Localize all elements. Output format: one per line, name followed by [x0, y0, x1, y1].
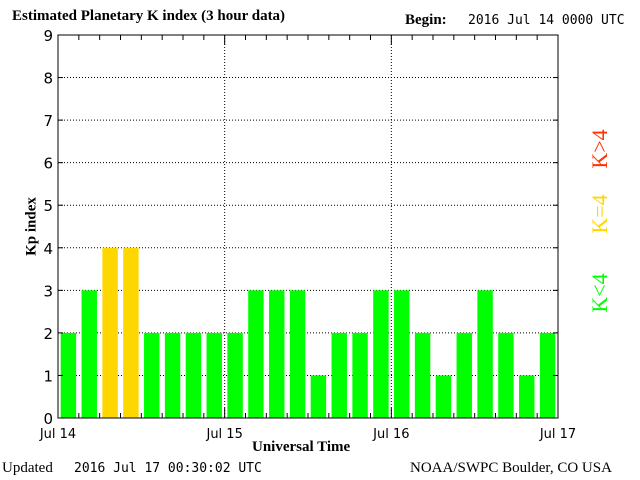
y-tick-label: 4	[43, 240, 53, 258]
y-axis-label: Kp index	[23, 197, 40, 256]
kp-bar	[435, 375, 452, 418]
legend-low: K<4	[587, 273, 612, 313]
y-tick-label: 3	[43, 282, 53, 300]
kp-bar	[519, 375, 535, 418]
y-tick-label: 5	[43, 197, 53, 215]
kp-bar	[164, 332, 181, 418]
kp-bar	[185, 332, 202, 418]
kp-bar	[394, 290, 410, 418]
kp-bar	[373, 290, 389, 418]
kp-bar	[539, 332, 556, 418]
kp-bar	[227, 332, 243, 418]
kp-bar	[477, 290, 493, 418]
x-axis-label: Universal Time	[252, 439, 351, 455]
kp-bar	[352, 332, 368, 418]
kp-bar	[60, 332, 77, 418]
y-tick-label: 9	[43, 27, 53, 45]
kp-bar	[102, 247, 118, 418]
y-tick-label: 7	[43, 112, 53, 130]
updated-label: Updated	[2, 460, 53, 476]
begin-value: 2016 Jul 14 0000 UTC	[468, 13, 625, 28]
kp-bar	[123, 247, 139, 418]
kp-bar	[310, 375, 327, 418]
kp-bar	[81, 290, 97, 418]
legend-mid: K=4	[587, 194, 612, 234]
kp-bar	[269, 290, 285, 418]
y-tick-label: 8	[43, 70, 53, 88]
x-tick-label: Jul 16	[372, 427, 409, 442]
kp-bar	[144, 332, 160, 418]
y-tick-label: 0	[43, 410, 53, 428]
kp-bar	[498, 332, 514, 418]
x-tick-label: Jul 17	[539, 427, 576, 442]
y-tick-label: 6	[43, 155, 53, 173]
kp-bar	[248, 290, 264, 418]
kp-bar	[289, 290, 306, 418]
chart-title: Estimated Planetary K index (3 hour data…	[12, 8, 286, 24]
kp-bar	[331, 332, 347, 418]
kp-bar	[414, 332, 431, 418]
kp-bar	[206, 332, 222, 418]
updated-value: 2016 Jul 17 00:30:02 UTC	[74, 461, 262, 476]
y-tick-label: 2	[43, 325, 53, 343]
x-tick-label: Jul 14	[39, 427, 76, 442]
begin-label: Begin:	[405, 12, 447, 28]
x-tick-label: Jul 15	[205, 427, 242, 442]
kp-bar	[456, 332, 472, 418]
y-tick-label: 1	[43, 367, 53, 385]
source-credit: NOAA/SWPC Boulder, CO USA	[410, 460, 612, 476]
